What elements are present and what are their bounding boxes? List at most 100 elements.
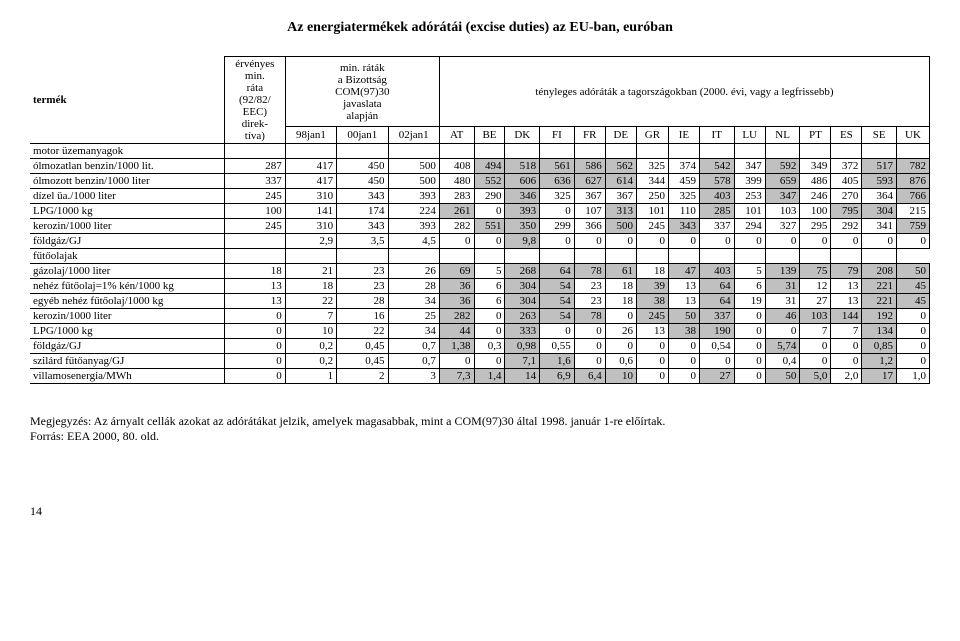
value-cell: 36 <box>439 279 474 294</box>
value-cell: 0 <box>574 339 605 354</box>
value-cell: 614 <box>605 174 636 189</box>
rate-cell: 0 <box>224 354 285 369</box>
proposal-cell: 21 <box>285 264 336 279</box>
value-cell: 551 <box>474 219 505 234</box>
value-cell: 299 <box>540 219 575 234</box>
proposal-cell: 1 <box>285 369 336 384</box>
proposal-cell: 310 <box>285 189 336 204</box>
value-cell: 13 <box>831 294 862 309</box>
value-cell: 766 <box>897 189 930 204</box>
value-cell: 367 <box>574 189 605 204</box>
value-cell: 518 <box>505 159 540 174</box>
value-cell: 0 <box>765 234 800 249</box>
value-cell: 23 <box>574 294 605 309</box>
value-cell: 0 <box>474 234 505 249</box>
value-cell: 13 <box>831 279 862 294</box>
value-cell: 0 <box>605 234 636 249</box>
proposal-cell: 450 <box>337 174 388 189</box>
proposal-cell: 2,9 <box>285 234 336 249</box>
proposal-cell: 500 <box>388 159 439 174</box>
value-cell: 78 <box>574 309 605 324</box>
value-cell: 552 <box>474 174 505 189</box>
value-cell: 304 <box>862 204 897 219</box>
row-label: kerozin/1000 liter <box>30 309 224 324</box>
value-cell: 0 <box>734 339 765 354</box>
value-cell: 0 <box>636 369 668 384</box>
empty-cell <box>699 144 734 159</box>
proposal-cell: 0,45 <box>337 354 388 369</box>
value-cell: 364 <box>862 189 897 204</box>
value-cell: 0 <box>474 354 505 369</box>
value-cell: 333 <box>505 324 540 339</box>
value-cell: 578 <box>699 174 734 189</box>
value-cell: 341 <box>862 219 897 234</box>
empty-cell <box>636 249 668 264</box>
value-cell: 500 <box>605 219 636 234</box>
value-cell: 6,4 <box>574 369 605 384</box>
value-cell: 270 <box>831 189 862 204</box>
empty-cell <box>505 144 540 159</box>
value-cell: 517 <box>862 159 897 174</box>
value-cell: 54 <box>540 294 575 309</box>
country-header: DE <box>605 127 636 144</box>
empty-cell <box>337 249 388 264</box>
value-cell: 5,74 <box>765 339 800 354</box>
proposal-cell: 224 <box>388 204 439 219</box>
col-rate-header: érvényes min. ráta (92/82/ EEC) direk- t… <box>224 57 285 144</box>
value-cell: 459 <box>668 174 699 189</box>
value-cell: 2,0 <box>831 369 862 384</box>
empty-cell <box>439 144 474 159</box>
country-header: UK <box>897 127 930 144</box>
value-cell: 190 <box>699 324 734 339</box>
country-header: FI <box>540 127 575 144</box>
empty-cell <box>439 249 474 264</box>
proposal-cell: 22 <box>285 294 336 309</box>
value-cell: 261 <box>439 204 474 219</box>
value-cell: 50 <box>897 264 930 279</box>
value-cell: 405 <box>831 174 862 189</box>
value-cell: 562 <box>605 159 636 174</box>
value-cell: 18 <box>636 264 668 279</box>
value-cell: 103 <box>765 204 800 219</box>
value-cell: 304 <box>505 279 540 294</box>
proposal-cell: 34 <box>388 294 439 309</box>
value-cell: 18 <box>605 294 636 309</box>
row-label: villamosenergia/MWh <box>30 369 224 384</box>
value-cell: 325 <box>668 189 699 204</box>
value-cell: 494 <box>474 159 505 174</box>
value-cell: 0 <box>897 309 930 324</box>
taxrate-table: termék érvényes min. ráta (92/82/ EEC) d… <box>30 56 930 384</box>
empty-cell <box>862 249 897 264</box>
col-product-header: termék <box>30 57 224 144</box>
value-cell: 337 <box>699 309 734 324</box>
rate-cell: 13 <box>224 294 285 309</box>
value-cell: 325 <box>636 159 668 174</box>
empty-cell <box>285 249 336 264</box>
proposal-cell: 4,5 <box>388 234 439 249</box>
proposal-cell: 23 <box>337 264 388 279</box>
value-cell: 46 <box>765 309 800 324</box>
value-cell: 0 <box>574 234 605 249</box>
value-cell: 0 <box>831 354 862 369</box>
proposal-cell: 0,2 <box>285 354 336 369</box>
proposal-cell: 310 <box>285 219 336 234</box>
value-cell: 586 <box>574 159 605 174</box>
empty-cell <box>668 144 699 159</box>
value-cell: 6 <box>734 279 765 294</box>
proposal-cell: 393 <box>388 219 439 234</box>
value-cell: 192 <box>862 309 897 324</box>
value-cell: 23 <box>574 279 605 294</box>
value-cell: 343 <box>668 219 699 234</box>
row-label: ólmozatlan benzin/1000 lit. <box>30 159 224 174</box>
value-cell: 0 <box>897 234 930 249</box>
value-cell: 38 <box>668 324 699 339</box>
value-cell: 408 <box>439 159 474 174</box>
country-header: DK <box>505 127 540 144</box>
value-cell: 561 <box>540 159 575 174</box>
page-number: 14 <box>30 504 930 519</box>
value-cell: 0 <box>862 234 897 249</box>
value-cell: 79 <box>831 264 862 279</box>
value-cell: 0 <box>800 354 831 369</box>
proposal-cell: 10 <box>285 324 336 339</box>
value-cell: 290 <box>474 189 505 204</box>
